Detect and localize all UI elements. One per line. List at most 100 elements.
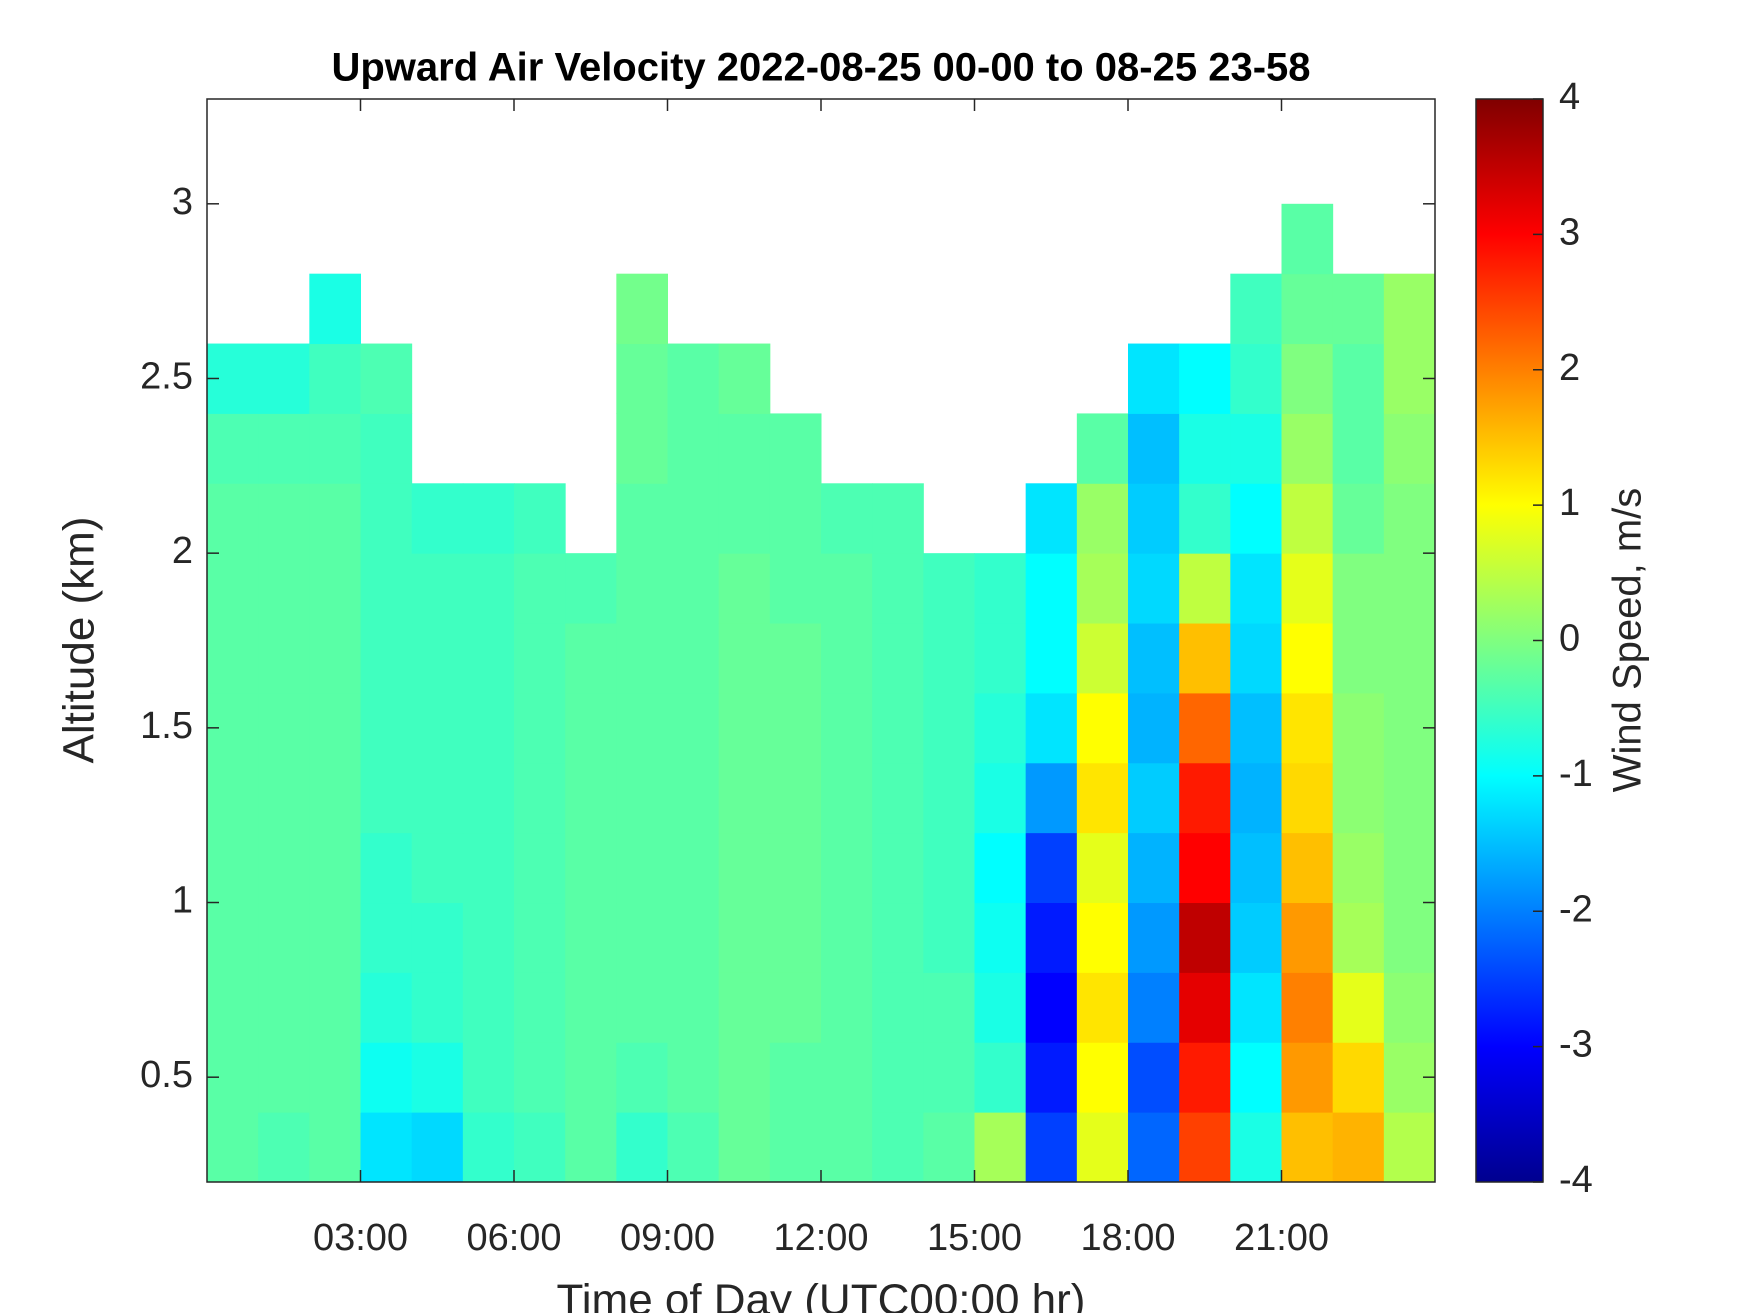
x-tick-label: 03:00 xyxy=(313,1217,408,1259)
heatmap-cell xyxy=(514,623,566,694)
heatmap-cell xyxy=(565,762,617,834)
heatmap-cell xyxy=(1281,483,1334,554)
heatmap-cell xyxy=(258,553,310,624)
heatmap-cell xyxy=(1281,902,1334,973)
heatmap-cell xyxy=(1179,902,1231,973)
colorbar-tick-label: 2 xyxy=(1559,347,1580,389)
heatmap-cell xyxy=(769,413,822,484)
heatmap-cell xyxy=(1230,483,1282,554)
heatmap-cell xyxy=(462,692,515,764)
heatmap-cell xyxy=(411,832,464,904)
heatmap-cell xyxy=(974,1112,1027,1183)
heatmap-cell xyxy=(821,1042,873,1113)
heatmap-cell xyxy=(258,623,310,694)
heatmap-cell xyxy=(821,972,873,1043)
heatmap-cell xyxy=(1383,553,1436,624)
heatmap-cell xyxy=(360,343,413,414)
heatmap-cell xyxy=(1281,273,1334,345)
heatmap-cell xyxy=(1383,1112,1436,1183)
heatmap-cell xyxy=(360,832,413,904)
y-tick-label: 0.5 xyxy=(140,1054,193,1096)
heatmap-cell xyxy=(1128,413,1180,484)
heatmap-cell xyxy=(616,413,668,484)
heatmap-cell xyxy=(667,902,720,973)
heatmap-cell xyxy=(1332,832,1385,904)
heatmap-cell xyxy=(1128,483,1180,554)
heatmap-cell xyxy=(616,483,668,554)
heatmap-cell xyxy=(616,623,668,694)
colorbar-tick-label: -1 xyxy=(1559,753,1593,795)
heatmap-cell xyxy=(309,273,361,345)
heatmap-cell xyxy=(1076,553,1129,624)
heatmap-cell xyxy=(616,762,668,834)
heatmap-cell xyxy=(462,972,515,1043)
heatmap-cell xyxy=(821,553,873,624)
heatmap-cell xyxy=(769,1112,822,1183)
heatmap-cell xyxy=(1281,203,1334,275)
heatmap-cell xyxy=(821,692,873,764)
chart-title: Upward Air Velocity 2022-08-25 00-00 to … xyxy=(331,46,1310,90)
colorbar-tick-label: 3 xyxy=(1559,211,1580,253)
heatmap-cell xyxy=(411,1112,464,1183)
heatmap-cell xyxy=(872,902,924,973)
heatmap-cell xyxy=(565,972,617,1043)
heatmap-cell xyxy=(309,762,361,834)
heatmap-cell xyxy=(1281,692,1334,764)
heatmap-cell xyxy=(514,692,566,764)
heatmap-cell xyxy=(667,343,720,414)
heatmap-cell xyxy=(1179,692,1231,764)
x-tick-label: 09:00 xyxy=(620,1217,715,1259)
heatmap-cell xyxy=(1281,762,1334,834)
heatmap-cell xyxy=(1025,902,1078,973)
heatmap-cell xyxy=(872,1042,924,1113)
heatmap-cell xyxy=(258,902,310,973)
heatmap-cell xyxy=(718,762,771,834)
heatmap-cell xyxy=(923,762,975,834)
heatmap-cell xyxy=(360,553,413,624)
heatmap-cell xyxy=(1076,972,1129,1043)
heatmap-cell xyxy=(514,553,566,624)
heatmap-cell xyxy=(309,413,361,484)
heatmap-cell xyxy=(1025,553,1078,624)
heatmap-cell xyxy=(1332,1112,1385,1183)
heatmap-cell xyxy=(1128,692,1180,764)
heatmap-cell xyxy=(360,413,413,484)
heatmap-cell xyxy=(309,692,361,764)
heatmap-cell xyxy=(769,902,822,973)
heatmap-cell xyxy=(411,762,464,834)
heatmap-cell xyxy=(1128,832,1180,904)
heatmap-cell xyxy=(462,1112,515,1183)
heatmap-cell xyxy=(1332,1042,1385,1113)
heatmap-cell xyxy=(411,1042,464,1113)
heatmap-cell xyxy=(718,1112,771,1183)
heatmap-cell xyxy=(514,902,566,973)
heatmap-cell xyxy=(462,623,515,694)
heatmap-cell xyxy=(718,483,771,554)
colorbar-tick-label: -4 xyxy=(1559,1159,1593,1201)
heatmap-cell xyxy=(1025,623,1078,694)
heatmap-cell xyxy=(207,972,259,1043)
heatmap-cell xyxy=(1332,483,1385,554)
heatmap-cell xyxy=(1332,343,1385,414)
heatmap-cell xyxy=(923,1042,975,1113)
heatmap-cell xyxy=(667,1112,720,1183)
heatmap-cell xyxy=(821,762,873,834)
heatmap-cell xyxy=(616,832,668,904)
heatmap-cell xyxy=(207,553,259,624)
heatmap-cell xyxy=(1383,762,1436,834)
heatmap-cell xyxy=(207,623,259,694)
heatmap-cell xyxy=(1281,832,1334,904)
heatmap-cell xyxy=(667,553,720,624)
heatmap-cell xyxy=(1230,1042,1282,1113)
heatmap-cell xyxy=(923,972,975,1043)
heatmap-cell xyxy=(718,553,771,624)
heatmap-cell xyxy=(360,972,413,1043)
heatmap-cell xyxy=(616,972,668,1043)
heatmap-cell xyxy=(923,832,975,904)
heatmap-cell xyxy=(667,972,720,1043)
heatmap-cell xyxy=(514,832,566,904)
heatmap-cell xyxy=(309,1042,361,1113)
colorbar-tick-label: -2 xyxy=(1559,888,1593,930)
heatmap-cell xyxy=(1025,483,1078,554)
heatmap-cell xyxy=(1025,692,1078,764)
